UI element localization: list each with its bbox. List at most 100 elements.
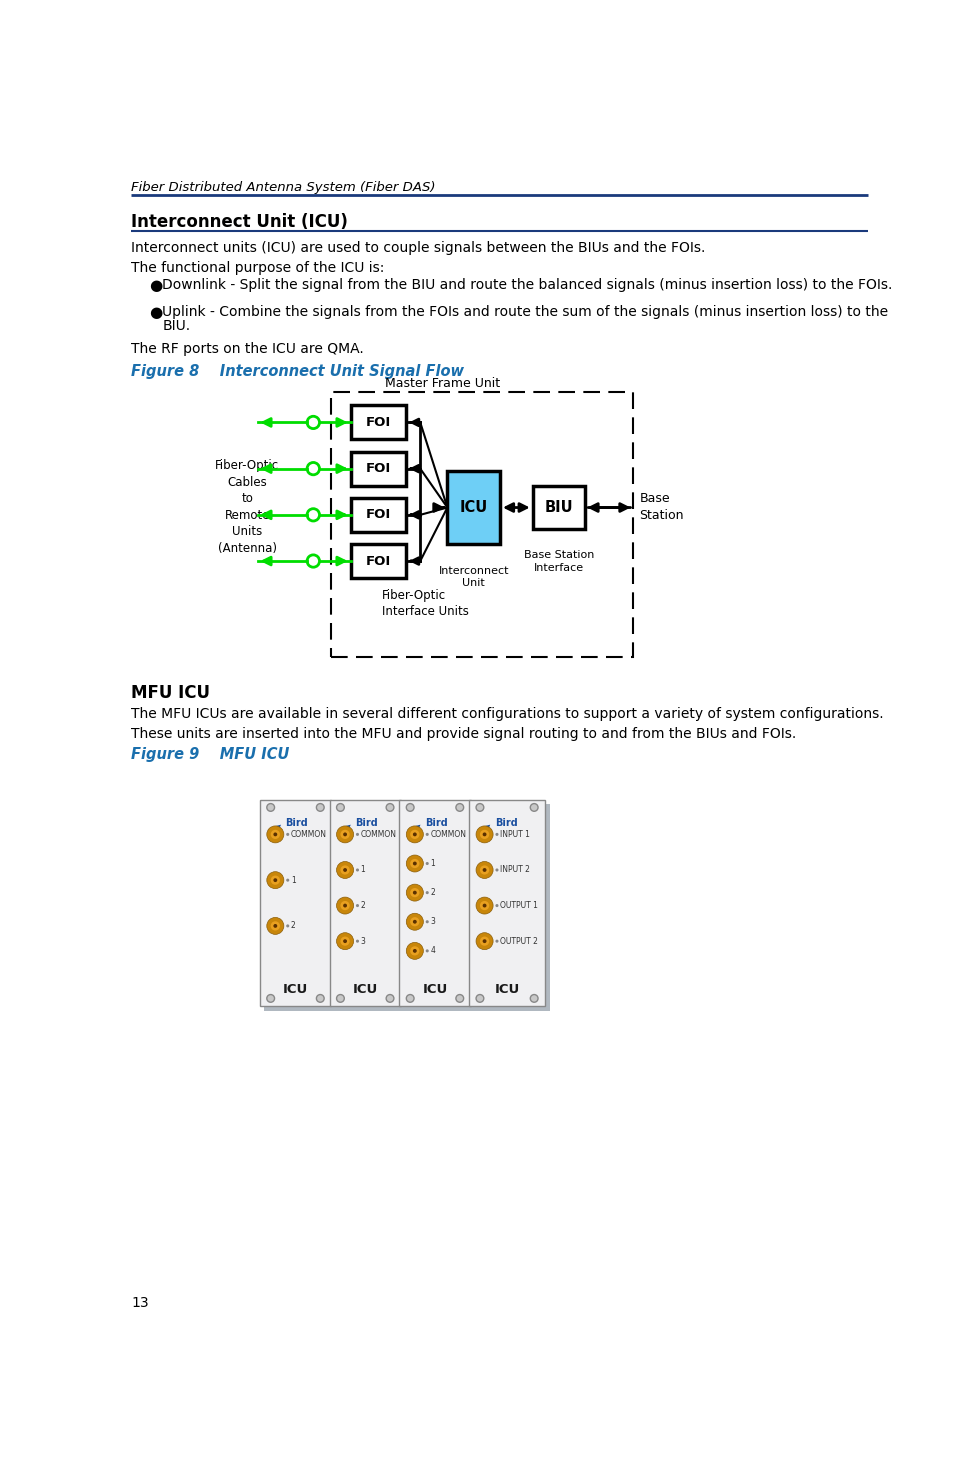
Text: COMMON: COMMON	[430, 830, 466, 839]
Text: ●: ●	[149, 305, 162, 320]
Circle shape	[480, 901, 489, 910]
Text: Bird: Bird	[286, 817, 308, 827]
Bar	[350, 452, 407, 486]
Circle shape	[336, 933, 354, 949]
Circle shape	[476, 826, 493, 844]
Circle shape	[412, 890, 416, 895]
Text: ICU: ICU	[459, 500, 488, 515]
Bar	[532, 487, 585, 528]
Circle shape	[340, 901, 350, 910]
Circle shape	[480, 866, 489, 874]
Text: Figure 8    Interconnect Unit Signal Flow: Figure 8 Interconnect Unit Signal Flow	[132, 364, 464, 378]
Circle shape	[343, 868, 347, 871]
Text: OUTPUT 2: OUTPUT 2	[500, 936, 538, 946]
Bar	[264, 804, 335, 1011]
Text: INPUT 2: INPUT 2	[500, 866, 530, 874]
Text: Uplink - Combine the signals from the FOIs and route the sum of the signals (min: Uplink - Combine the signals from the FO…	[162, 305, 888, 320]
Circle shape	[343, 832, 347, 836]
Circle shape	[495, 868, 498, 871]
Bar	[448, 471, 500, 544]
Text: 1: 1	[430, 860, 435, 868]
Text: ICU: ICU	[353, 983, 378, 996]
Circle shape	[456, 804, 464, 811]
Text: FOI: FOI	[366, 417, 391, 428]
Circle shape	[343, 939, 347, 943]
Circle shape	[410, 946, 419, 955]
Circle shape	[356, 833, 359, 836]
Circle shape	[271, 876, 280, 885]
Circle shape	[340, 830, 350, 839]
Text: Bird: Bird	[494, 817, 518, 827]
Circle shape	[476, 898, 493, 914]
Text: Downlink - Split the signal from the BIU and route the balanced signals (minus i: Downlink - Split the signal from the BIU…	[162, 277, 892, 292]
Circle shape	[530, 804, 538, 811]
Circle shape	[317, 804, 324, 811]
Text: Master Frame Unit: Master Frame Unit	[385, 377, 500, 390]
Circle shape	[356, 940, 359, 943]
Circle shape	[476, 861, 493, 879]
Circle shape	[336, 995, 344, 1002]
Circle shape	[530, 995, 538, 1002]
Text: 3: 3	[361, 936, 366, 946]
Text: The RF ports on the ICU are QMA.: The RF ports on the ICU are QMA.	[132, 342, 364, 356]
Circle shape	[340, 936, 350, 946]
Circle shape	[480, 830, 489, 839]
Text: 3: 3	[430, 917, 435, 926]
Circle shape	[483, 904, 487, 908]
Circle shape	[267, 826, 284, 844]
Circle shape	[476, 933, 493, 949]
Text: The functional purpose of the ICU is:: The functional purpose of the ICU is:	[132, 261, 384, 274]
Circle shape	[407, 914, 423, 930]
Circle shape	[480, 936, 489, 946]
Circle shape	[267, 995, 275, 1002]
Circle shape	[495, 940, 498, 943]
Circle shape	[317, 995, 324, 1002]
Text: 2: 2	[291, 921, 295, 930]
Text: Fiber-Optic
Interface Units: Fiber-Optic Interface Units	[382, 588, 469, 618]
Text: ICU: ICU	[494, 983, 520, 996]
Text: 2: 2	[361, 901, 366, 910]
Bar	[330, 800, 401, 1006]
Text: FOI: FOI	[366, 509, 391, 521]
Text: Base
Station: Base Station	[640, 493, 684, 522]
Bar	[350, 405, 407, 440]
Circle shape	[426, 890, 429, 895]
Circle shape	[336, 898, 354, 914]
Bar	[259, 800, 332, 1006]
Circle shape	[343, 904, 347, 908]
Circle shape	[410, 888, 419, 898]
Text: BIU: BIU	[545, 500, 573, 515]
Text: 1: 1	[361, 866, 366, 874]
Circle shape	[483, 939, 487, 943]
Circle shape	[426, 833, 429, 836]
Text: 13: 13	[132, 1297, 149, 1310]
Circle shape	[426, 949, 429, 952]
Circle shape	[273, 924, 277, 927]
Bar	[350, 544, 407, 578]
Circle shape	[483, 832, 487, 836]
Bar	[332, 392, 634, 657]
Circle shape	[412, 920, 416, 924]
Text: Interconnect
Unit: Interconnect Unit	[439, 566, 509, 588]
Circle shape	[271, 921, 280, 930]
Text: INPUT 1: INPUT 1	[500, 830, 530, 839]
Circle shape	[410, 830, 419, 839]
Text: ICU: ICU	[422, 983, 448, 996]
Circle shape	[386, 804, 394, 811]
Bar	[400, 800, 471, 1006]
Circle shape	[287, 833, 290, 836]
Text: These units are inserted into the MFU and provide signal routing to and from the: These units are inserted into the MFU an…	[132, 728, 797, 741]
Text: ICU: ICU	[283, 983, 308, 996]
Text: The MFU ICUs are available in several different configurations to support a vari: The MFU ICUs are available in several di…	[132, 707, 883, 722]
Circle shape	[407, 942, 423, 959]
Text: Bird: Bird	[355, 817, 378, 827]
Circle shape	[336, 804, 344, 811]
Circle shape	[336, 861, 354, 879]
Text: 2: 2	[430, 888, 435, 898]
Circle shape	[407, 885, 423, 901]
Bar	[404, 804, 475, 1011]
Bar	[474, 804, 550, 1011]
Text: BIU.: BIU.	[162, 320, 190, 333]
Bar	[350, 497, 407, 531]
Circle shape	[267, 871, 284, 889]
